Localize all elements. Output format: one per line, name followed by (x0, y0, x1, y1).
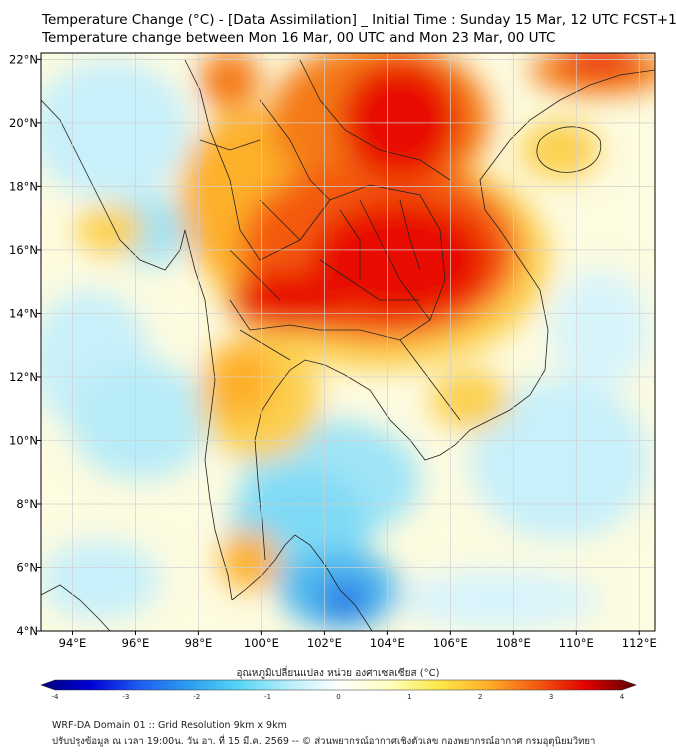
longitude-tick-label: 106°E (433, 636, 468, 650)
colorbar-tick-label: 2 (478, 693, 482, 700)
colorbar-tick-label: -1 (264, 693, 271, 700)
longitude-tick-label: 110°E (559, 636, 594, 650)
colorbar-ramp (40, 679, 637, 691)
colorbar: -4 -3 -2 -1 0 1 2 3 4 (40, 679, 637, 700)
latitude-tick-label: 22°N (9, 52, 38, 66)
map-title: Temperature Change (°C) - [Data Assimila… (42, 12, 676, 28)
colorbar-tick-label: -2 (193, 693, 200, 700)
longitude-tick-label: 94°E (59, 636, 87, 650)
colorbar-label: อุณหภูมิเปลี่ยนแปลง หน่วย องศาเซลเซียส (… (236, 668, 440, 679)
longitude-tick-label: 102°E (307, 636, 342, 650)
longitude-tick-label: 112°E (622, 636, 657, 650)
colorbar-tick-label: -4 (52, 693, 60, 700)
footer-credit: ปรับปรุงข้อมูล ณ เวลา 19:00น. วัน อา. ที… (52, 736, 596, 747)
temperature-field (41, 53, 655, 631)
longitude-tick-label: 98°E (185, 636, 213, 650)
latitude-tick-label: 10°N (9, 433, 38, 447)
latitude-tick-label: 8°N (16, 497, 38, 511)
latitude-tick-label: 18°N (9, 179, 38, 193)
coastlines (41, 59, 655, 631)
colorbar-tick-label: 1 (407, 693, 411, 700)
map-subtitle: Temperature change between Mon 16 Mar, 0… (42, 30, 556, 46)
latitude-tick-label: 4°N (16, 624, 38, 638)
longitude-tick-label: 96°E (122, 636, 150, 650)
latitude-tick-label: 6°N (16, 560, 38, 574)
latitude-tick-label: 16°N (9, 243, 38, 257)
colorbar-tick-label: 3 (549, 693, 553, 700)
latitude-tick-label: 14°N (9, 306, 38, 320)
footer-model-info: WRF-DA Domain 01 :: Grid Resolution 9km … (52, 720, 287, 731)
longitude-axis: 94°E 96°E 98°E 100°E 102°E 104°E 106°E 108°E 110… (59, 631, 657, 650)
colorbar-tick-label: 0 (336, 693, 340, 700)
colorbar-tick-label: 4 (620, 693, 625, 700)
latitude-axis: 4°N 6°N 8°N 10°N 12°N 14°N 16°N 18°N 20°N 22°N (9, 52, 41, 638)
longitude-tick-label: 104°E (370, 636, 405, 650)
temperature-change-map: 94°E 96°E 98°E 100°E 102°E 104°E 106°E 108°E 110… (9, 52, 657, 700)
longitude-tick-label: 100°E (244, 636, 279, 650)
longitude-tick-label: 108°E (496, 636, 531, 650)
plot-frame (40, 52, 656, 632)
colorbar-tick-label: -3 (122, 693, 129, 700)
latitude-tick-label: 12°N (9, 370, 38, 384)
latitude-tick-label: 20°N (9, 116, 38, 130)
graticule (41, 53, 655, 631)
